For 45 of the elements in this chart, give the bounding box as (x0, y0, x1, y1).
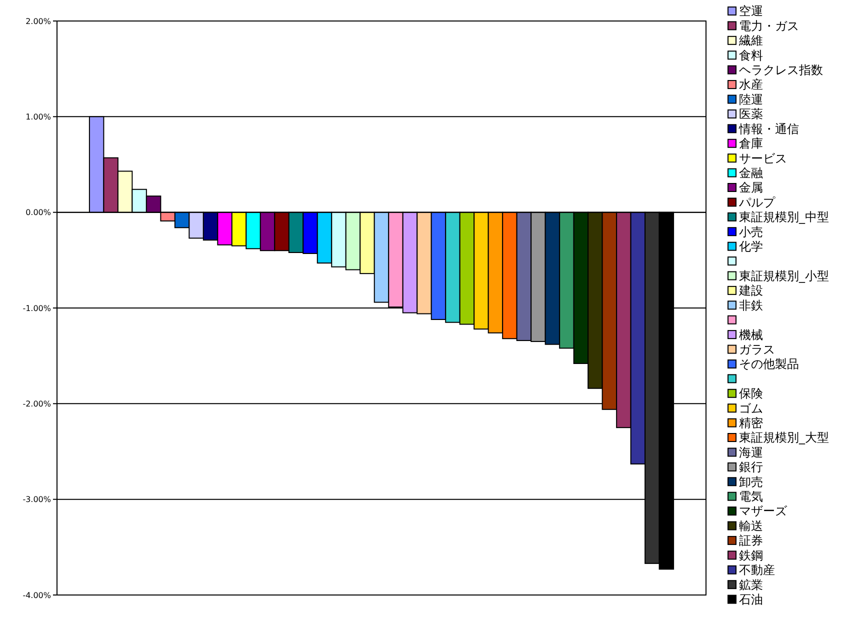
legend-label: 化学 (739, 240, 763, 254)
legend-label: 海運 (739, 445, 763, 460)
y-tick-label: 2.00% (26, 16, 52, 26)
y-tick-label: -4.00% (22, 590, 52, 600)
legend-label: 保険 (739, 386, 763, 401)
legend-label: ゴム (739, 401, 763, 416)
legend-label: 建設 (738, 284, 763, 298)
legend-label: 東証規模別_小型 (739, 268, 829, 283)
legend-label: 鉱業 (739, 578, 763, 592)
legend-label: 石油 (739, 592, 763, 606)
y-tick-label: -2.00% (22, 399, 52, 408)
legend-label: 陸運 (739, 92, 763, 106)
legend-label: マザーズ (739, 504, 788, 518)
legend-label: 東証規模別_大型 (739, 430, 829, 445)
legend-label: 医薬 (739, 107, 763, 122)
legend-label: 食料 (739, 48, 763, 62)
y-tick-label: 1.00% (26, 112, 52, 122)
legend-label: 金融 (739, 166, 763, 180)
legend-label: 金属 (739, 180, 763, 195)
legend-label: 倉庫 (739, 136, 763, 151)
y-tick-label: -1.00% (22, 304, 52, 313)
y-tick-label: -3.00% (22, 495, 52, 504)
legend-label: 鉄鋼 (739, 548, 763, 562)
legend-label: ヘラクレス指数 (739, 63, 823, 78)
legend-label: 精密 (739, 416, 763, 430)
legend-label: サービス (739, 151, 787, 166)
legend-label: 電気 (739, 490, 763, 504)
legend-label: パルプ (738, 195, 776, 210)
y-tick-label: 0.00% (26, 208, 52, 218)
legend-label: その他製品 (739, 357, 799, 372)
legend-label: 銀行 (739, 460, 763, 474)
legend-label: 輸送 (739, 518, 763, 533)
legend-label: 水産 (739, 78, 763, 92)
legend-label: 情報・通信 (738, 122, 799, 136)
legend-label: 東証規模別_中型 (739, 210, 829, 224)
legend-label: 繊維 (738, 34, 763, 48)
legend-label: 卸売 (739, 474, 763, 489)
legend-label: 電力・ガス (739, 18, 799, 33)
legend-label: 非鉄 (739, 298, 763, 312)
legend-label: 機械 (739, 328, 763, 342)
legend-label: ガラス (739, 342, 775, 356)
legend-label: 不動産 (739, 563, 775, 578)
legend-label: 小売 (739, 224, 763, 239)
legend-label: 証券 (739, 534, 763, 548)
legend-label: 空運 (739, 4, 763, 18)
